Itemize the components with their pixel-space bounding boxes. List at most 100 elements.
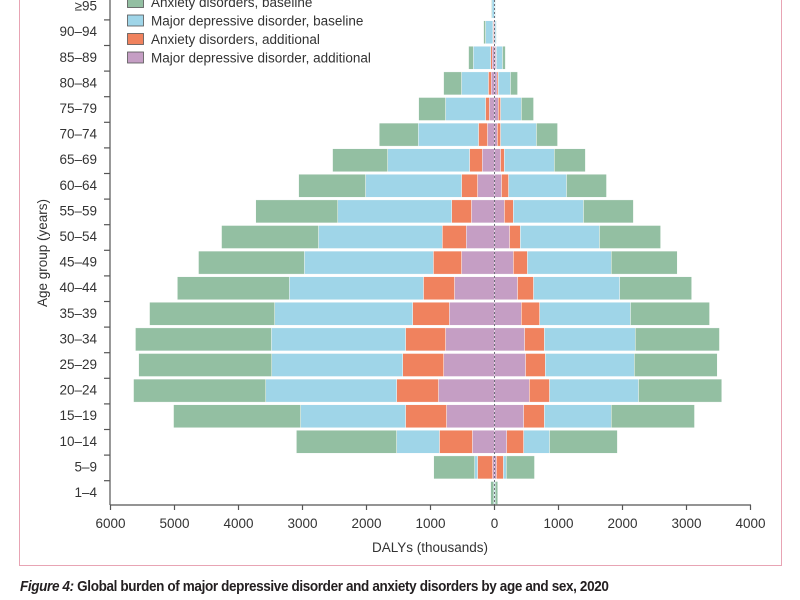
bar-mdd-baseline-left <box>337 199 452 224</box>
bar-anxiety-baseline-left <box>483 20 486 44</box>
bar-anxiety-additional-right <box>498 97 501 121</box>
x-tick-label: 3000 <box>287 516 317 531</box>
bar-anxiety-additional-right <box>523 404 545 428</box>
bar-anxiety-baseline-left <box>138 353 272 377</box>
bar-mdd-baseline-left <box>445 97 486 121</box>
bar-mdd-additional-left <box>461 250 495 275</box>
bar-anxiety-baseline-left <box>135 327 272 352</box>
bar-anxiety-additional-left <box>433 250 462 275</box>
x-tick-label: 0 <box>491 516 499 531</box>
bar-mdd-baseline-right <box>508 174 567 198</box>
bar-anxiety-additional-left <box>490 46 493 70</box>
bar-anxiety-additional-right <box>497 122 501 147</box>
bar-anxiety-baseline-right <box>502 46 506 70</box>
bar-mdd-baseline-left <box>289 276 424 300</box>
bar-anxiety-additional-right <box>513 250 528 275</box>
bar-anxiety-baseline-right <box>599 225 661 249</box>
bar-anxiety-baseline-left <box>491 0 493 19</box>
bar-anxiety-additional-left <box>477 455 493 480</box>
bar-anxiety-baseline-right <box>638 378 722 403</box>
bar-mdd-additional-right <box>494 225 510 249</box>
legend-swatch <box>127 0 144 8</box>
bar-mdd-baseline-left <box>300 404 406 428</box>
figure-frame <box>19 0 782 566</box>
legend: Anxiety disorders, baseline Major depress… <box>127 0 371 66</box>
y-tick-label: 25–29 <box>59 357 97 372</box>
bar-mdd-additional-right <box>494 378 530 403</box>
bar-mdd-baseline-left <box>418 122 479 147</box>
bar-anxiety-additional-left <box>451 199 472 224</box>
bar-mdd-baseline-right <box>500 97 522 121</box>
bar-mdd-additional-left <box>487 122 495 147</box>
bar-mdd-baseline-left <box>274 302 413 326</box>
bar-anxiety-additional-right <box>517 276 534 300</box>
bar-mdd-additional-left <box>443 353 495 377</box>
bar-mdd-baseline-right <box>504 148 555 172</box>
bar-anxiety-baseline-right <box>510 71 518 96</box>
bar-anxiety-baseline-right <box>506 455 535 480</box>
x-tick-label: 6000 <box>95 516 125 531</box>
bar-anxiety-baseline-left <box>468 46 474 70</box>
bar-mdd-baseline-right <box>544 404 612 428</box>
bar-mdd-additional-right <box>494 250 514 275</box>
bar-anxiety-baseline-right <box>634 353 718 377</box>
y-tick-label: 15–19 <box>59 408 97 423</box>
bar-mdd-additional-right <box>494 404 524 428</box>
x-axis: 6000 5000 4000 3000 2000 1000 0 1000 2000 3000 400… <box>95 504 766 531</box>
bar-mdd-additional-left <box>445 327 495 352</box>
bar-mdd-additional-right <box>494 327 525 352</box>
bar-mdd-additional-left <box>492 455 495 480</box>
bar-anxiety-baseline-left <box>332 148 388 172</box>
bar-mdd-additional-right <box>494 455 497 480</box>
bar-mdd-baseline-left <box>387 148 470 172</box>
figure-caption-text: Global burden of major depressive disord… <box>73 578 609 595</box>
bar-mdd-baseline-left <box>318 225 443 249</box>
x-tick-label: 5000 <box>159 516 189 531</box>
x-tick-label: 3000 <box>671 516 701 531</box>
bar-mdd-baseline-right <box>500 122 537 147</box>
y-axis: 1–4 5–9 10–14 15–19 20–24 25–29 30–34 35–39 40–4… <box>59 0 111 505</box>
bar-mdd-baseline-right <box>545 353 635 377</box>
bar-anxiety-baseline-right <box>583 199 634 224</box>
x-tick-label: 4000 <box>735 516 765 531</box>
bar-mdd-additional-left <box>489 97 495 121</box>
bar-mdd-additional-right <box>494 71 498 96</box>
bar-mdd-baseline-left <box>473 46 491 70</box>
bar-mdd-additional-left <box>491 71 495 96</box>
bar-anxiety-additional-left <box>405 327 446 352</box>
bar-anxiety-additional-left <box>488 71 492 96</box>
bar-anxiety-baseline-left <box>149 302 275 326</box>
legend-label: Major depressive disorder, baseline <box>151 14 363 29</box>
y-tick-label: 75–79 <box>59 101 97 116</box>
y-tick-label: 40–44 <box>59 280 97 295</box>
bar-anxiety-additional-left <box>439 430 473 454</box>
y-tick-label: 10–14 <box>59 434 97 449</box>
bar-anxiety-baseline-left <box>133 378 266 403</box>
y-tick-label: 45–49 <box>59 255 97 270</box>
bar-mdd-baseline-right <box>549 378 639 403</box>
legend-label: Anxiety disorders, baseline <box>151 0 312 10</box>
bar-mdd-baseline-left <box>271 353 403 377</box>
bar-mdd-additional-right <box>494 122 498 147</box>
bar-anxiety-baseline-left <box>443 71 462 96</box>
bar-mdd-baseline-left <box>396 430 440 454</box>
bar-mdd-additional-right <box>494 174 502 198</box>
bar-mdd-baseline-right <box>503 455 507 480</box>
bar-mdd-baseline-right <box>523 430 550 454</box>
bar-anxiety-additional-right <box>504 199 514 224</box>
bar-mdd-additional-right <box>494 97 499 121</box>
bar-anxiety-additional-left <box>423 276 455 300</box>
y-tick-label: 5–9 <box>74 459 97 474</box>
figure-caption: Figure 4: Global burden of major depress… <box>20 578 704 595</box>
x-tick-label: 2000 <box>351 516 381 531</box>
bar-anxiety-baseline-left <box>221 225 319 249</box>
bar-anxiety-additional-right <box>500 148 505 172</box>
bar-anxiety-additional-left <box>412 302 450 326</box>
x-tick-label: 4000 <box>223 516 253 531</box>
bar-anxiety-additional-left <box>485 97 490 121</box>
bar-mdd-baseline-left <box>271 327 406 352</box>
bar-mdd-additional-left <box>482 148 495 172</box>
x-tick-label: 2000 <box>607 516 637 531</box>
y-tick-label: 90–94 <box>59 24 97 39</box>
